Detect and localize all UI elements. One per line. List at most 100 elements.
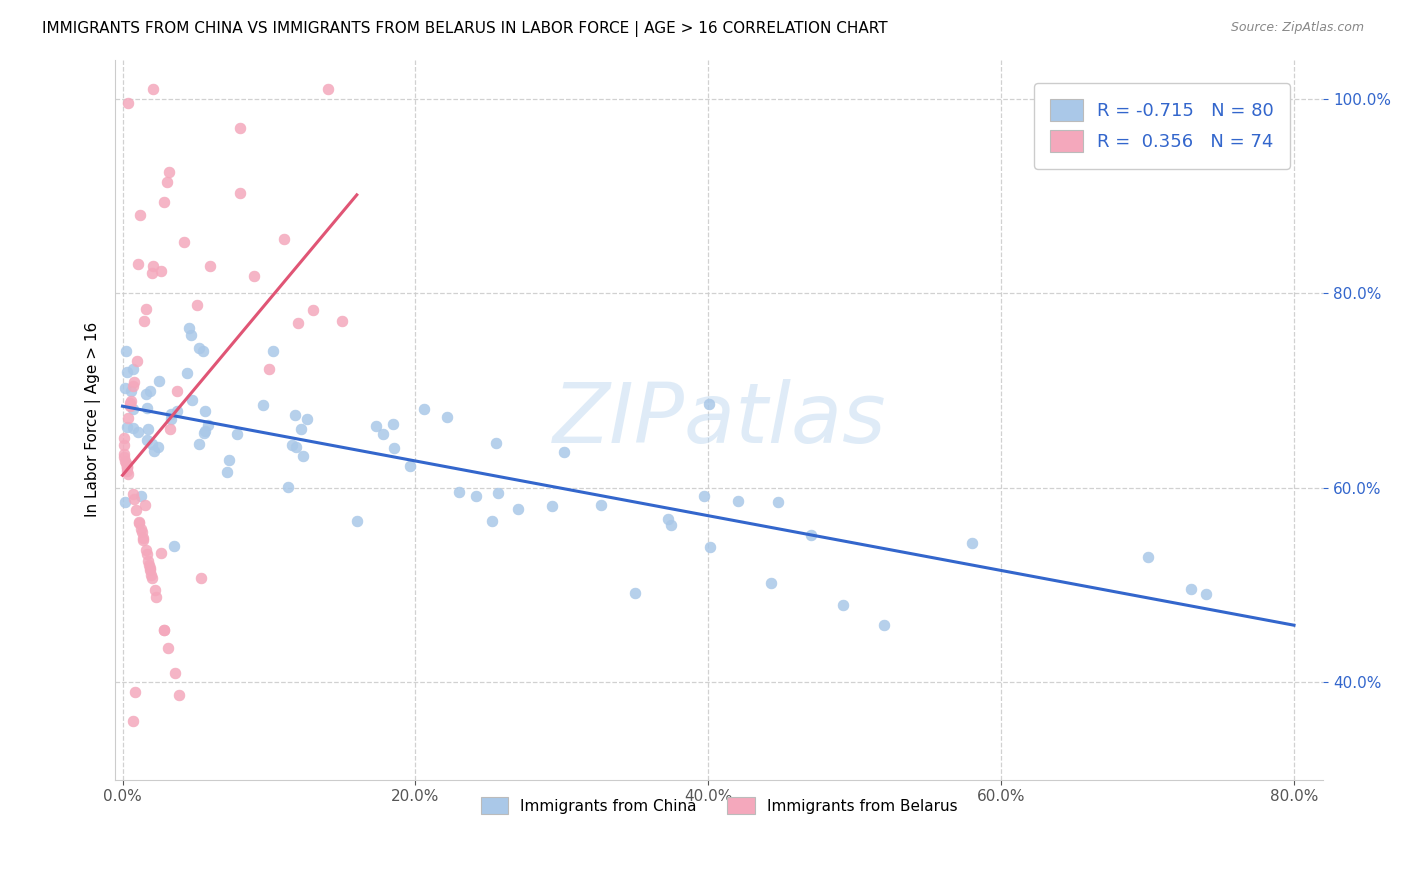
Point [141, 568, 163, 582]
Point [193, 425, 215, 440]
Point [486, 485, 509, 500]
Point [141, 571, 163, 585]
Point [117, 410, 139, 425]
Point [160, 412, 183, 426]
Point [225, 426, 247, 441]
Point [118, 399, 141, 413]
Point [166, 404, 188, 418]
Point [120, 393, 142, 408]
Point [1195, 587, 1218, 601]
Point [136, 401, 159, 415]
Point [302, 303, 325, 318]
Point [1180, 582, 1202, 597]
Point [1136, 550, 1159, 565]
Point [117, 365, 139, 379]
Point [699, 540, 721, 554]
Point [128, 516, 150, 530]
Point [285, 440, 308, 454]
Point [114, 450, 136, 465]
Text: IMMIGRANTS FROM CHINA VS IMMIGRANTS FROM BELARUS IN LABOR FORCE | AGE > 16 CORRE: IMMIGRANTS FROM CHINA VS IMMIGRANTS FROM… [42, 21, 887, 37]
Point [148, 375, 170, 389]
Point [187, 341, 209, 355]
Point [132, 314, 155, 328]
Point [121, 487, 143, 501]
Point [145, 590, 167, 604]
Point [436, 410, 458, 425]
Point [114, 344, 136, 359]
Point [153, 623, 176, 637]
Point [277, 480, 299, 494]
Point [768, 495, 790, 509]
Point [121, 420, 143, 434]
Point [697, 397, 720, 411]
Y-axis label: In Labor Force | Age > 16: In Labor Force | Age > 16 [86, 322, 101, 517]
Point [197, 417, 219, 432]
Point [117, 96, 139, 111]
Point [761, 576, 783, 591]
Point [449, 484, 471, 499]
Point [142, 82, 165, 96]
Point [330, 314, 353, 328]
Point [465, 489, 488, 503]
Point [252, 398, 274, 412]
Point [153, 195, 176, 210]
Point [873, 618, 896, 632]
Point [727, 494, 749, 508]
Point [166, 384, 188, 398]
Point [120, 384, 142, 398]
Point [120, 396, 142, 410]
Point [159, 422, 181, 436]
Point [960, 535, 983, 549]
Point [173, 235, 195, 249]
Point [163, 665, 186, 680]
Point [136, 554, 159, 568]
Point [135, 433, 157, 447]
Point [194, 404, 217, 418]
Point [132, 531, 155, 545]
Text: ZIPatlas: ZIPatlas [553, 379, 886, 460]
Point [371, 427, 394, 442]
Point [118, 399, 141, 413]
Point [659, 517, 682, 532]
Point [194, 425, 217, 439]
Legend: Immigrants from China, Immigrants from Belarus: Immigrants from China, Immigrants from B… [468, 785, 970, 826]
Point [591, 498, 613, 512]
Point [217, 465, 239, 479]
Point [131, 525, 153, 540]
Point [553, 444, 575, 458]
Point [135, 543, 157, 558]
Point [121, 401, 143, 416]
Point [122, 362, 145, 376]
Point [541, 499, 564, 513]
Point [122, 379, 145, 393]
Point [413, 402, 436, 417]
Point [228, 186, 250, 200]
Point [135, 387, 157, 401]
Point [122, 492, 145, 507]
Point [657, 512, 679, 526]
Point [257, 362, 280, 376]
Point [135, 547, 157, 561]
Point [262, 344, 284, 359]
Point [287, 316, 309, 330]
Point [143, 582, 166, 597]
Point [112, 447, 135, 461]
Point [138, 560, 160, 574]
Point [160, 407, 183, 421]
Point [157, 640, 180, 655]
Text: Source: ZipAtlas.com: Source: ZipAtlas.com [1230, 21, 1364, 35]
Point [156, 175, 179, 189]
Point [115, 420, 138, 434]
Point [186, 298, 208, 312]
Point [136, 422, 159, 436]
Point [187, 437, 209, 451]
Point [146, 440, 169, 454]
Point [142, 259, 165, 273]
Point [316, 82, 339, 96]
Point [139, 384, 162, 398]
Point [114, 495, 136, 509]
Point [506, 501, 529, 516]
Point [218, 452, 240, 467]
Point [115, 460, 138, 475]
Point [481, 514, 503, 528]
